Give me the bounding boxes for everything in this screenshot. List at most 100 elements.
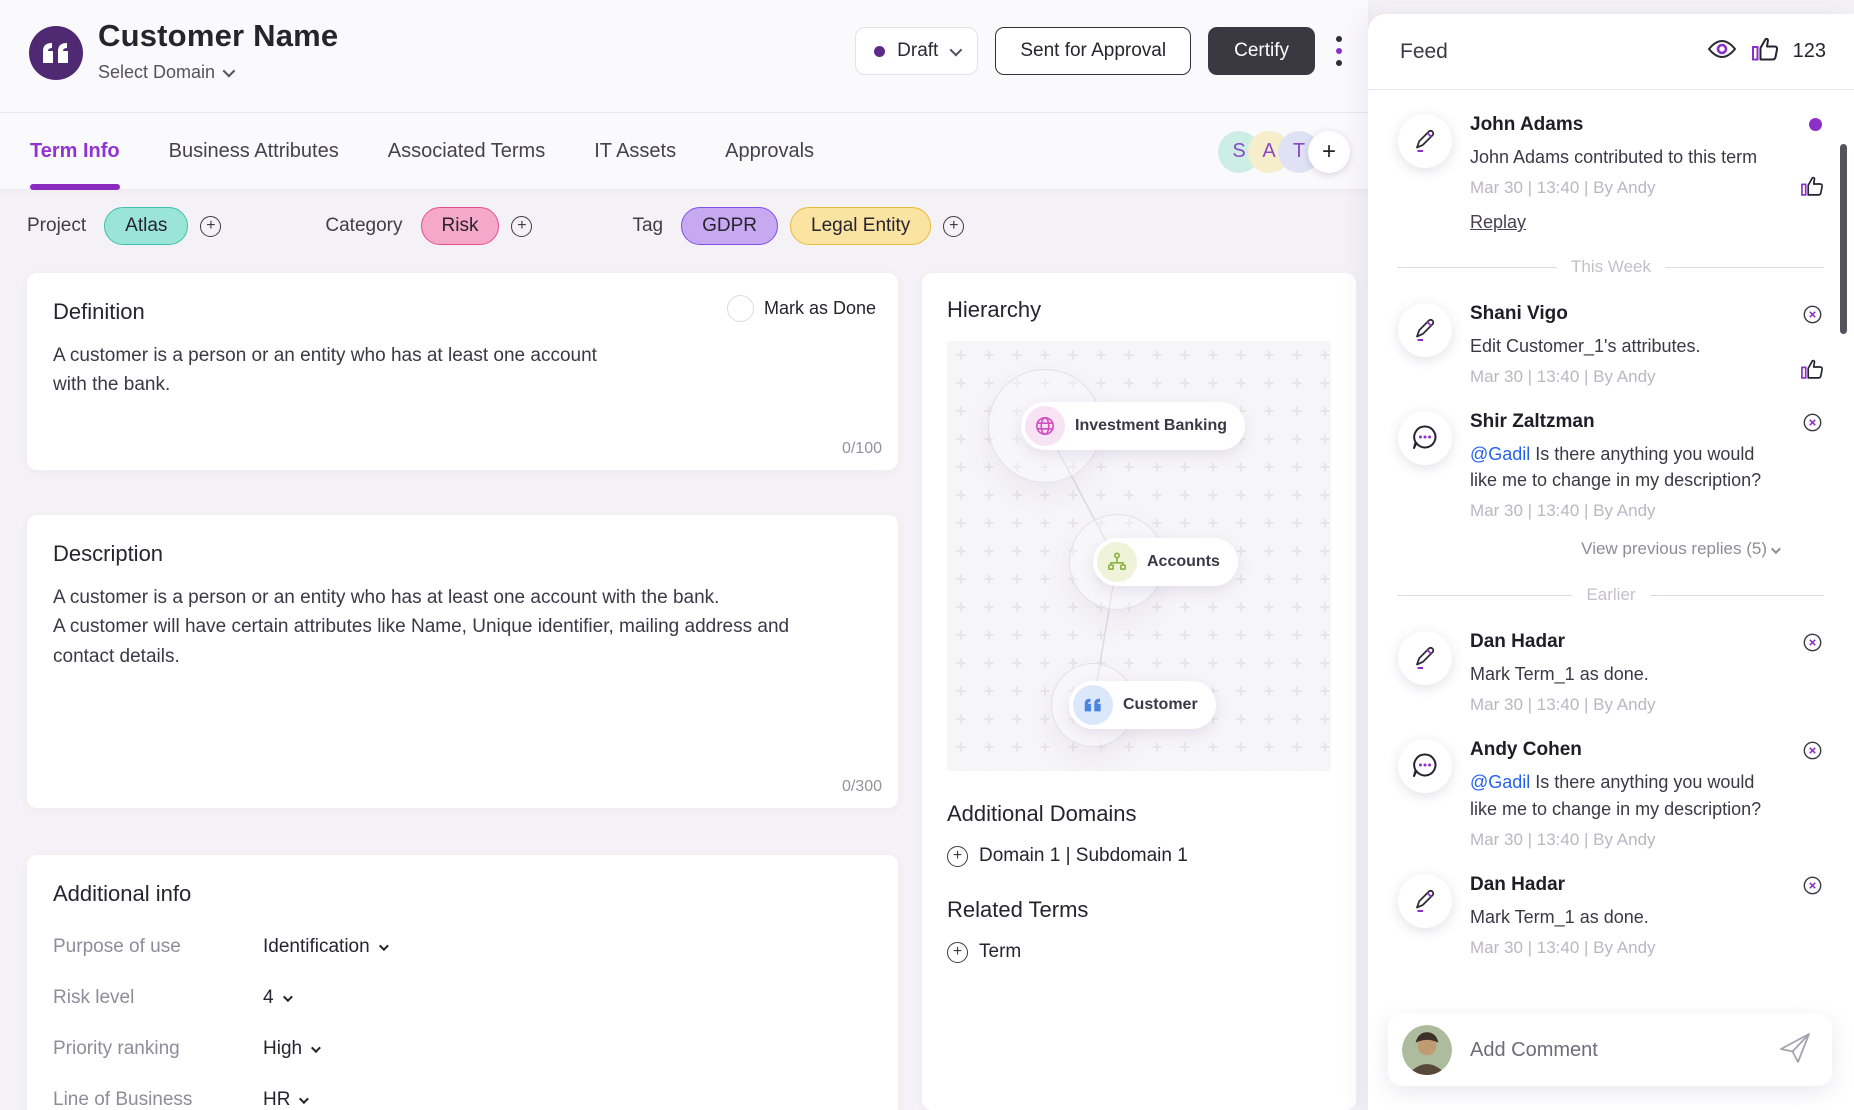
add-project-icon[interactable]: +	[200, 215, 222, 237]
hierarchy-node-customer[interactable]: Customer	[1069, 681, 1216, 729]
feed-author: Shani Vigo	[1470, 303, 1568, 325]
additional-domains-title: Additional Domains	[947, 801, 1137, 826]
description-card: Description A customer is a person or an…	[27, 515, 898, 808]
add-collaborator-button[interactable]: +	[1308, 130, 1350, 173]
certify-button[interactable]: Certify	[1208, 27, 1315, 75]
add-term-icon[interactable]: +	[947, 941, 968, 963]
page-title: Customer Name	[98, 18, 339, 53]
sent-for-approval-button[interactable]: Sent for Approval	[995, 27, 1192, 75]
add-category-icon[interactable]: +	[511, 215, 533, 237]
sitemap-icon	[1097, 542, 1137, 582]
tab-it-assets[interactable]: IT Assets	[594, 140, 677, 162]
definition-title: Definition	[53, 299, 145, 324]
hierarchy-card: Hierarchy	[922, 273, 1356, 1110]
mark-as-done-toggle[interactable]: Mark as Done	[726, 295, 876, 322]
mention-link[interactable]: @Gadil	[1470, 444, 1531, 465]
project-chip[interactable]: Atlas	[104, 207, 189, 245]
definition-card: Definition Mark as Done A customer is a …	[27, 273, 898, 470]
quotes-icon	[1073, 685, 1113, 725]
send-paper-plane-icon[interactable]	[1778, 1031, 1812, 1070]
top-band: Customer Name Select Domain Draft Sent f…	[0, 0, 1368, 190]
like-thumb-icon[interactable]	[1800, 176, 1824, 202]
feed-list: John Adams John Adams contributed to thi…	[1368, 90, 1854, 958]
chevron-down-icon	[282, 991, 293, 1002]
project-label: Project	[27, 215, 87, 236]
tab-term-info[interactable]: Term Info	[30, 113, 120, 190]
description-text[interactable]: A customer is a person or an entity who …	[53, 587, 790, 667]
feed-header: Feed 123	[1368, 14, 1854, 90]
chevron-down-icon	[378, 940, 389, 951]
info-row: Risk level 4	[53, 987, 872, 1009]
chevron-down-icon	[311, 1042, 321, 1053]
feed-entry: John Adams John Adams contributed to thi…	[1398, 114, 1824, 233]
feed-meta: Mar 30 | 13:40 | By Andy	[1470, 829, 1656, 849]
purpose-of-use-dropdown[interactable]: Identification	[263, 936, 389, 958]
info-row: Line of Business HR	[53, 1089, 872, 1110]
likes-count: 123	[1792, 40, 1826, 62]
feed-author: John Adams	[1470, 114, 1584, 135]
hierarchy-node-investment-banking[interactable]: Investment Banking	[1021, 402, 1246, 450]
collaborator-avatars: S A T +	[1218, 113, 1350, 190]
additional-info-card: Additional info Purpose of use Identific…	[27, 855, 898, 1110]
hierarchy-node-accounts[interactable]: Accounts	[1093, 538, 1238, 586]
feed-meta: Mar 30 | 13:40 | By Andy	[1470, 367, 1656, 387]
title-block: Customer Name Select Domain	[98, 18, 338, 83]
tag-chip[interactable]: GDPR	[681, 207, 778, 245]
related-term-item[interactable]: + Term	[947, 941, 1331, 963]
edit-pencil-icon	[1398, 631, 1452, 686]
line-of-business-dropdown[interactable]: HR	[263, 1089, 310, 1110]
feed-entry: Andy Cohen @Gadil Is there anything you …	[1398, 739, 1824, 849]
definition-char-counter: 0/100	[841, 440, 882, 457]
feed-panel: Feed 123	[1368, 14, 1854, 1110]
tag-label: Tag	[632, 215, 664, 236]
app-logo-quotes-icon	[29, 26, 83, 80]
view-previous-replies-link[interactable]: View previous replies (5)	[1398, 539, 1781, 559]
additional-info-title: Additional info	[53, 881, 192, 906]
mention-link[interactable]: @Gadil	[1470, 772, 1531, 793]
feed-scrollbar[interactable]	[1840, 144, 1847, 334]
user-photo-avatar	[1402, 1025, 1452, 1075]
add-domain-icon[interactable]: +	[947, 845, 968, 867]
description-title: Description	[53, 541, 164, 566]
tab-associated-terms[interactable]: Associated Terms	[387, 140, 546, 162]
additional-domain-item[interactable]: + Domain 1 | Subdomain 1	[947, 845, 1331, 867]
radio-circle-icon	[726, 295, 754, 322]
category-label: Category	[325, 215, 403, 236]
feed-entry: Shir Zaltzman @Gadil Is there anything y…	[1398, 411, 1824, 521]
comment-bubble-icon	[1398, 739, 1452, 794]
dismiss-circle-x-icon[interactable]	[1803, 413, 1822, 437]
more-options-kebab-icon[interactable]	[1332, 30, 1346, 72]
dismiss-circle-x-icon[interactable]	[1803, 876, 1822, 900]
add-comment-input[interactable]	[1470, 1038, 1760, 1062]
status-dropdown[interactable]: Draft	[855, 27, 979, 75]
header-controls: Draft Sent for Approval Certify	[855, 27, 1346, 75]
feed-text: @Gadil Is there anything you would like …	[1470, 772, 1762, 819]
comment-composer	[1388, 1014, 1832, 1086]
dismiss-circle-x-icon[interactable]	[1803, 633, 1822, 657]
watch-eye-icon[interactable]	[1707, 38, 1737, 65]
tab-business-attributes[interactable]: Business Attributes	[168, 140, 339, 162]
replay-link[interactable]: Replay	[1470, 212, 1527, 233]
tag-chip[interactable]: Legal Entity	[790, 207, 932, 245]
feed-entry: Shani Vigo Edit Customer_1's attributes.…	[1398, 303, 1824, 387]
category-chip[interactable]: Risk	[420, 207, 500, 245]
feed-meta: Mar 30 | 13:40 | By Andy	[1470, 695, 1656, 715]
hierarchy-canvas[interactable]: Investment Banking Accounts	[947, 341, 1331, 771]
tab-bar: Term Info Business Attributes Associated…	[0, 113, 1368, 190]
like-thumb-icon[interactable]	[1751, 37, 1779, 67]
feed-meta: Mar 30 | 13:40 | By Andy	[1470, 501, 1656, 521]
add-tag-icon[interactable]: +	[943, 215, 965, 237]
dismiss-circle-x-icon[interactable]	[1803, 741, 1822, 765]
like-thumb-icon[interactable]	[1800, 359, 1824, 385]
definition-text[interactable]: A customer is a person or an entity who …	[53, 345, 597, 396]
domain-selector[interactable]: Select Domain	[98, 62, 338, 83]
header: Customer Name Select Domain Draft Sent f…	[0, 0, 1368, 113]
chevron-down-icon	[949, 43, 963, 56]
tab-approvals[interactable]: Approvals	[725, 140, 815, 162]
priority-ranking-dropdown[interactable]: High	[263, 1038, 321, 1060]
dismiss-circle-x-icon[interactable]	[1803, 305, 1822, 329]
chevron-down-icon	[299, 1093, 310, 1104]
risk-level-dropdown[interactable]: 4	[263, 987, 293, 1009]
feed-entry: Dan Hadar Mark Term_1 as done. Mar 30 | …	[1398, 873, 1824, 958]
